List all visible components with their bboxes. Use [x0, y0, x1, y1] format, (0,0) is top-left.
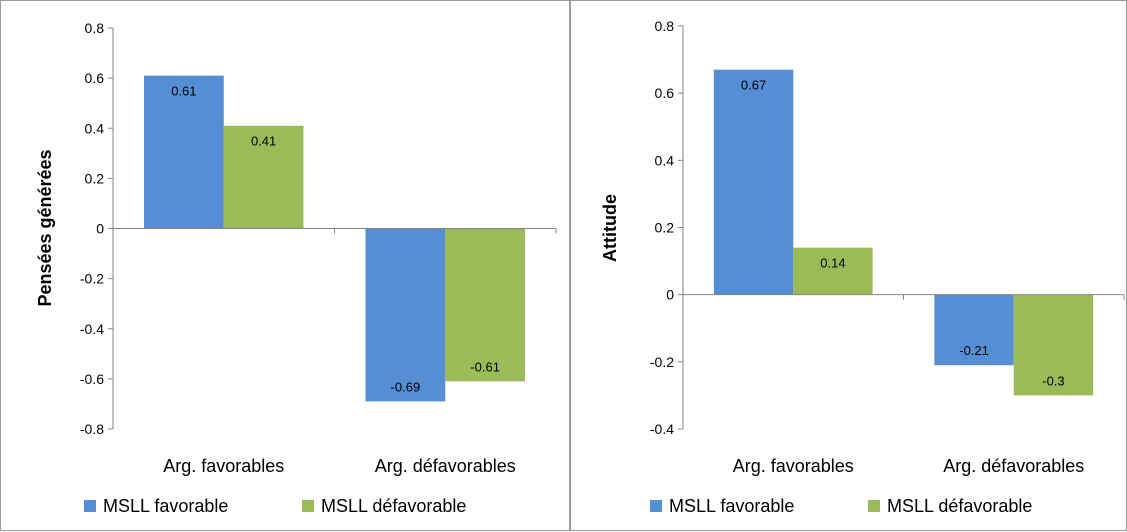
- legend-swatch: [868, 500, 880, 512]
- chart-panel-left: 0.8 0.6 0.4 0.2 0 -0.2 -0.4 -0.6 -0.8 0.61 -0.69 0.…: [0, 0, 570, 531]
- data-label: -0.61: [470, 359, 500, 374]
- legend-label: MSLL défavorable: [321, 496, 466, 516]
- y-tick-label: -0.6: [80, 371, 104, 387]
- y-tick-label: -0.2: [650, 354, 674, 370]
- category-label: Arg. défavorables: [375, 456, 516, 476]
- data-label: -0.21: [959, 343, 989, 358]
- y-tick-label: -0.4: [80, 321, 104, 337]
- chart-left: 0.8 0.6 0.4 0.2 0 -0.2 -0.4 -0.6 -0.8 0.61 -0.69 0.…: [35, 20, 557, 516]
- data-label: -0.69: [391, 379, 421, 394]
- legend-label: MSLL favorable: [669, 496, 794, 516]
- y-tick-label: 0.4: [85, 120, 105, 136]
- category-label: Arg. défavorables: [943, 456, 1084, 476]
- data-label: -0.3: [1042, 373, 1064, 388]
- bar: [365, 228, 446, 402]
- data-label: 0.61: [171, 84, 196, 99]
- bar: [144, 75, 224, 229]
- bar: [713, 69, 794, 295]
- y-axis-title: Pensées générées: [35, 149, 55, 306]
- y-tick-label: 0.6: [85, 70, 105, 86]
- y-tick-label: -0.2: [80, 271, 104, 287]
- bar: [445, 228, 525, 382]
- y-tick-label: 0.2: [655, 220, 675, 236]
- bar: [223, 125, 304, 229]
- y-tick-label: 0.6: [655, 85, 675, 101]
- category-label: Arg. favorables: [163, 456, 284, 476]
- category-label: Arg. favorables: [733, 456, 854, 476]
- y-tick-label: 0.8: [655, 18, 675, 34]
- bar: [934, 294, 1014, 366]
- y-tick-label: -0.8: [80, 421, 104, 437]
- legend-swatch: [650, 500, 662, 512]
- y-axis-title: Attitude: [600, 194, 620, 262]
- y-tick-label: 0: [96, 221, 104, 237]
- y-tick-label: 0: [666, 287, 674, 303]
- bar: [793, 247, 873, 295]
- chart-right: 0.8 0.6 0.4 0.2 0 -0.2 -0.4 0.67 -0.21 0.14 -0.3 Ar…: [600, 18, 1125, 516]
- y-tick-label: 0.2: [85, 170, 105, 186]
- legend-swatch: [84, 500, 96, 512]
- legend-label: MSLL favorable: [103, 496, 228, 516]
- data-label: 0.67: [741, 78, 766, 93]
- y-tick-label: 0.4: [655, 152, 675, 168]
- y-tick-label: -0.4: [650, 421, 674, 437]
- y-tick-label: 0.8: [85, 20, 105, 36]
- data-label: 0.41: [251, 134, 276, 149]
- bar: [1013, 294, 1094, 396]
- data-label: 0.14: [820, 256, 845, 271]
- legend-swatch: [302, 500, 314, 512]
- legend-label: MSLL défavorable: [887, 496, 1032, 516]
- chart-panel-right: 0.8 0.6 0.4 0.2 0 -0.2 -0.4 0.67 -0.21 0.14 -0.3 Ar…: [570, 0, 1127, 531]
